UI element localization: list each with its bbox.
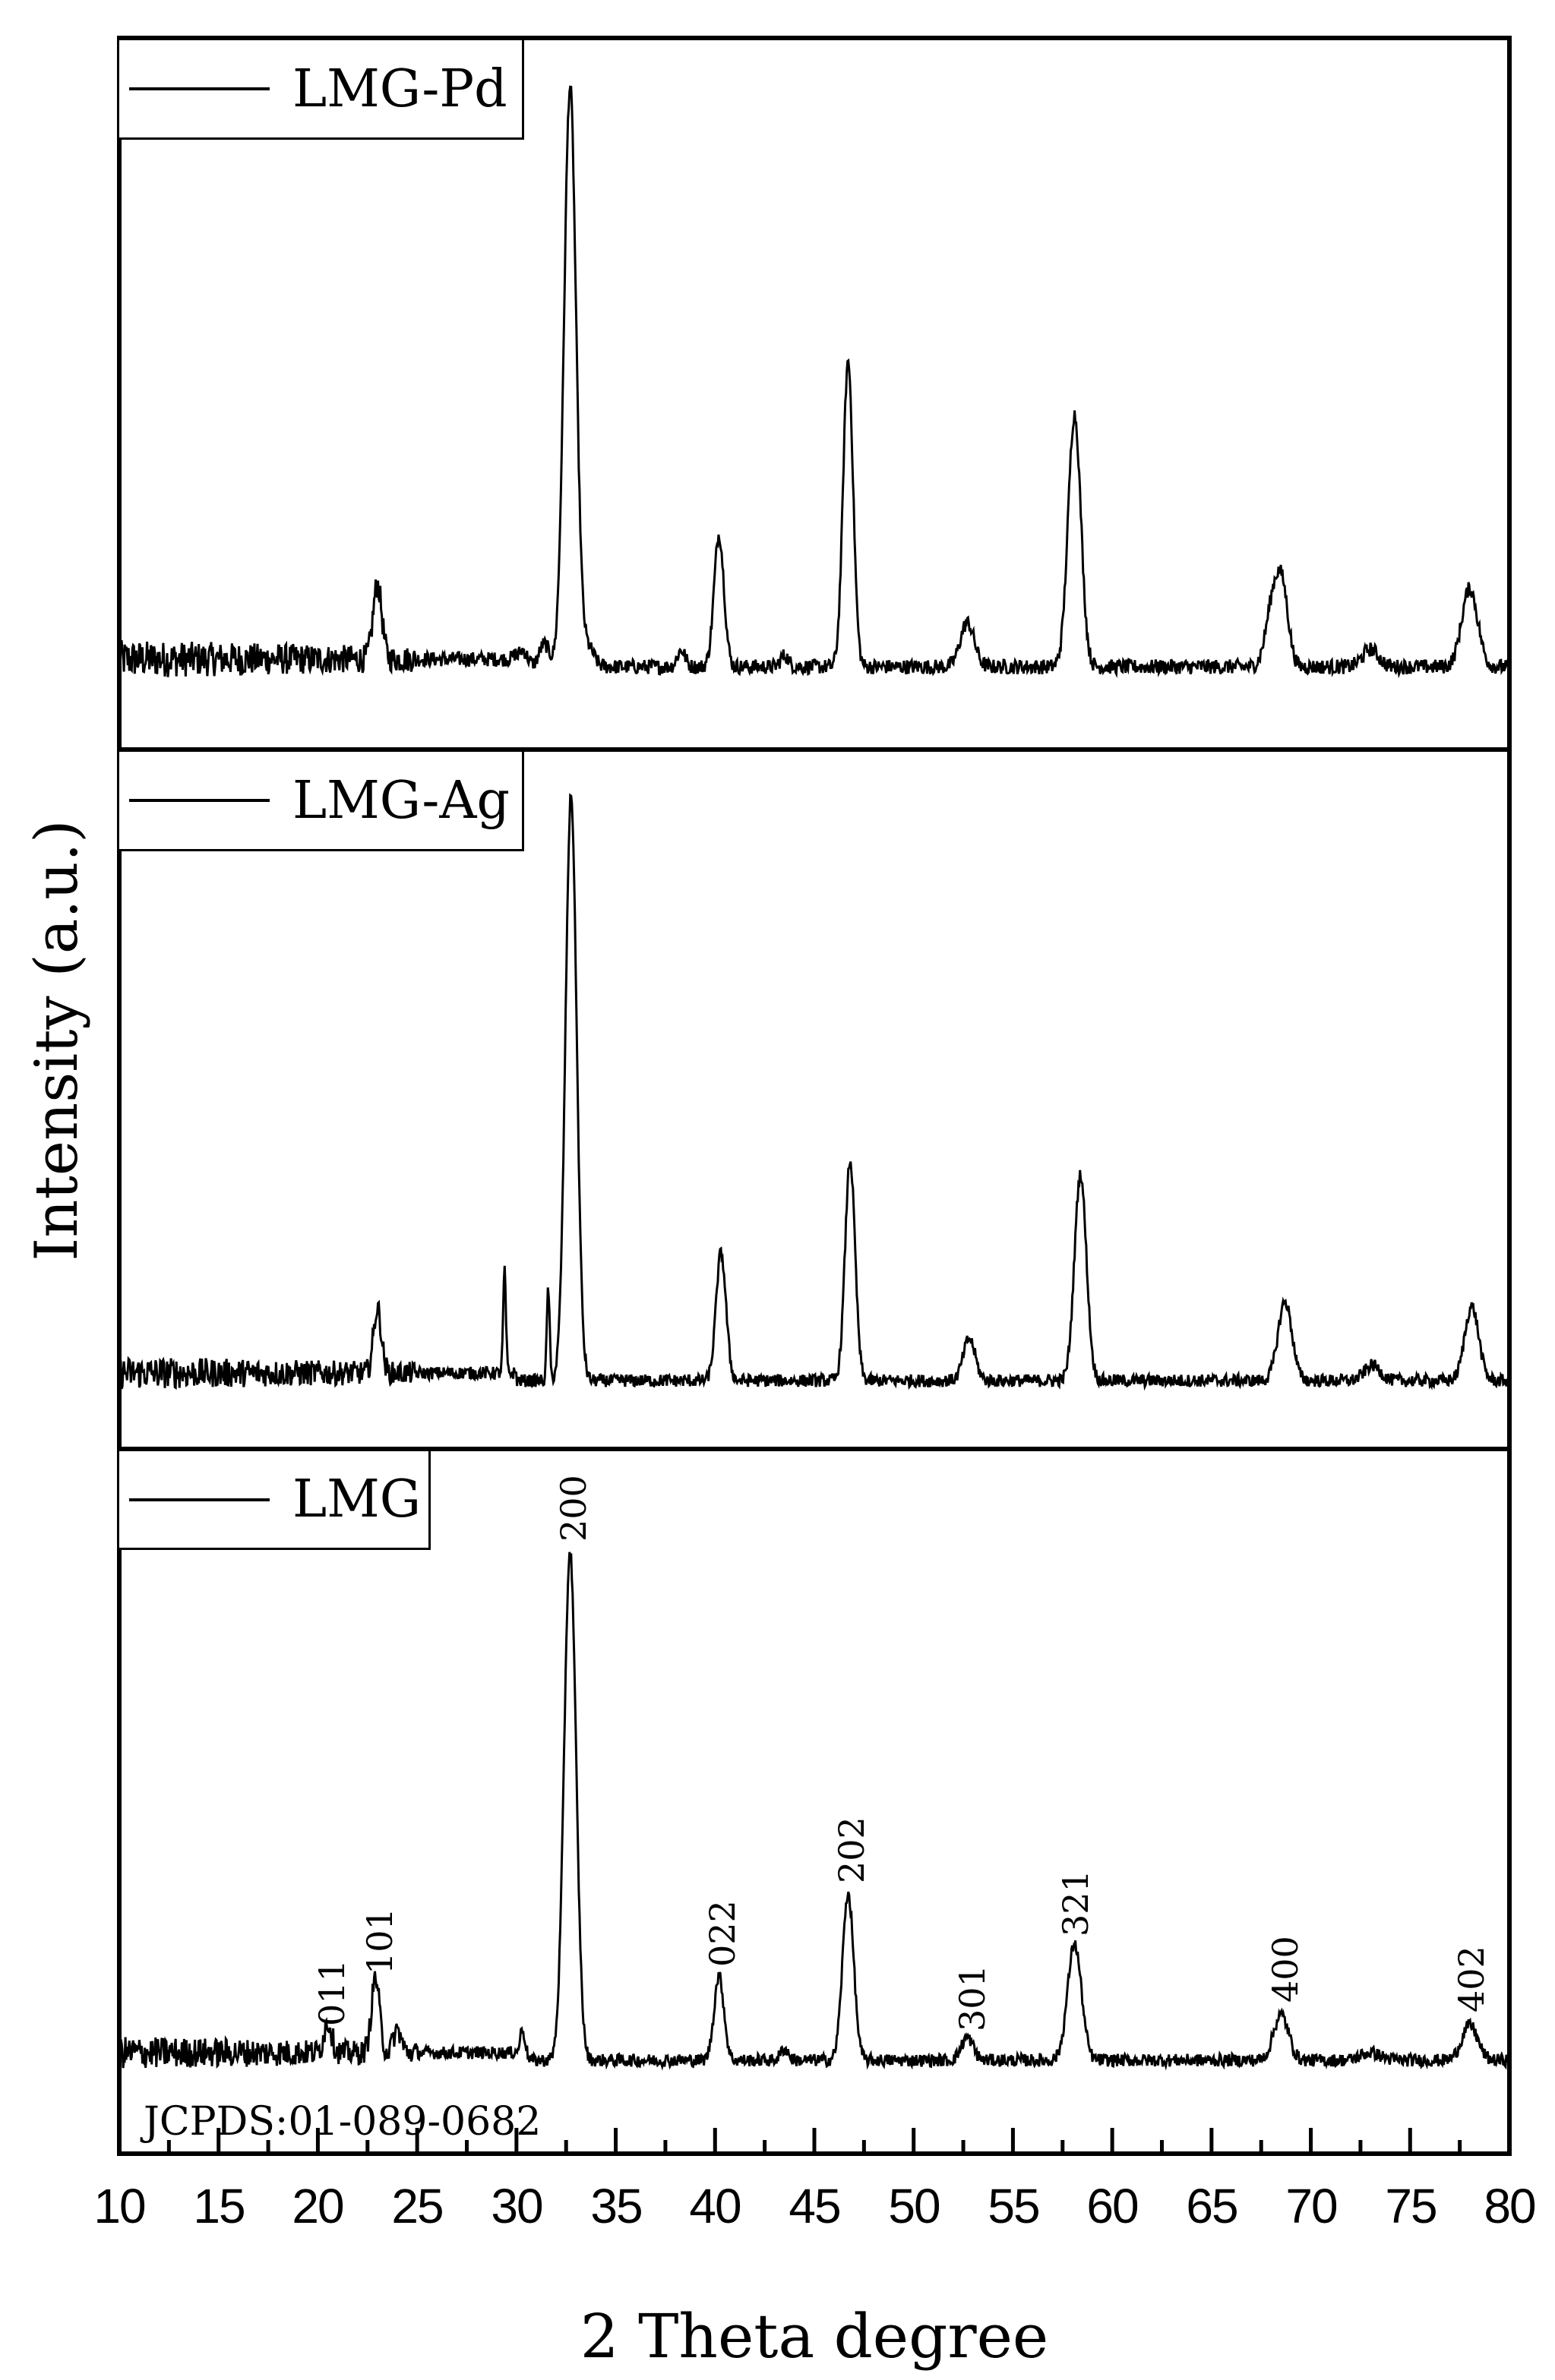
spectra-traces [118, 85, 1511, 2071]
peak-label-022: 022 [702, 1900, 743, 1967]
plot-frame [117, 36, 1512, 2156]
x-tick-label: 45 [789, 2179, 841, 2233]
peak-label-200: 200 [553, 1475, 594, 1542]
peak-label-101: 101 [359, 1908, 400, 1974]
spectrum-lmg [118, 1551, 1511, 2071]
x-tick-label: 15 [193, 2179, 245, 2233]
peak-label-202: 202 [831, 1817, 872, 1883]
legend-lmg-ag: LMG-Ag [119, 752, 524, 851]
x-tick-label: 65 [1186, 2179, 1238, 2233]
peak-label-301: 301 [952, 1965, 993, 2031]
x-tick-label: 30 [491, 2179, 543, 2233]
legend-line-swatch [129, 1498, 270, 1501]
spectrum-lmg-ag [118, 793, 1511, 1391]
x-axis-title: 2 Theta degree [580, 2301, 1049, 2372]
x-tick-label: 80 [1484, 2179, 1536, 2233]
peak-label-400: 400 [1265, 1936, 1306, 2003]
spectrum-lmg-pd [118, 85, 1511, 679]
legend-lmg: LMG [119, 1451, 431, 1550]
x-tick-label: 50 [888, 2179, 940, 2233]
x-tick-label: 25 [391, 2179, 444, 2233]
x-tick-label: 75 [1385, 2179, 1437, 2233]
x-tick-label: 10 [93, 2179, 146, 2233]
x-axis-ticks [117, 2128, 1512, 2154]
x-tick-label: 35 [590, 2179, 643, 2233]
x-tick-label: 70 [1285, 2179, 1338, 2233]
legend-line-swatch [129, 799, 270, 802]
x-tick-label: 60 [1086, 2179, 1139, 2233]
peak-label-402: 402 [1451, 1946, 1492, 2012]
peak-label-011: 011 [311, 1959, 352, 2026]
legend-label: LMG-Pd [292, 58, 507, 119]
legend-line-swatch [129, 87, 270, 90]
peak-label-321: 321 [1055, 1870, 1096, 1937]
reference-card-label: JCPDS:01-089-0682 [144, 2099, 542, 2145]
x-tick-label: 20 [292, 2179, 344, 2233]
legend-label: LMG [292, 1469, 422, 1529]
legend-label: LMG-Ag [292, 770, 510, 831]
y-axis-title: Intensity (a.u.) [23, 819, 91, 1261]
x-tick-label: 40 [689, 2179, 741, 2233]
x-tick-label: 55 [988, 2179, 1040, 2233]
legend-lmg-pd: LMG-Pd [119, 40, 524, 140]
